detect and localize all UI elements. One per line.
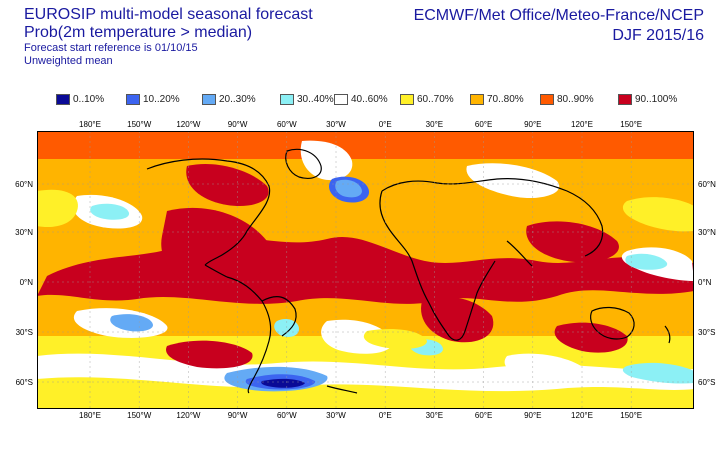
lon-label-bottom: 120°E <box>571 411 593 420</box>
lon-label-top: 90°W <box>228 120 248 129</box>
lon-label-top: 150°E <box>620 120 642 129</box>
legend-label: 20..30% <box>219 94 256 105</box>
lat-label-left: 60°N <box>15 180 33 189</box>
lon-label-top: 150°W <box>127 120 152 129</box>
legend-swatch <box>56 94 70 105</box>
lon-label-top: 30°E <box>426 120 443 129</box>
lon-label-top: 120°E <box>571 120 593 129</box>
lon-label-bottom: 150°W <box>127 411 152 420</box>
legend-swatch <box>126 94 140 105</box>
legend-swatch <box>400 94 414 105</box>
probability-field <box>37 131 694 409</box>
lat-label-left: 30°S <box>16 328 33 337</box>
probability-map <box>37 131 694 409</box>
lat-label-right: 30°S <box>698 328 715 337</box>
legend-label: 40..60% <box>351 94 388 105</box>
forecast-title: EUROSIP multi-model seasonal forecast <box>24 6 313 23</box>
legend-label: 0..10% <box>73 94 105 105</box>
legend-swatch <box>618 94 632 105</box>
lat-label-right: 60°N <box>698 180 716 189</box>
lon-label-bottom: 180°E <box>79 411 101 420</box>
lat-label-left: 30°N <box>15 228 33 237</box>
legend-label: 80..90% <box>557 94 594 105</box>
lon-label-top: 30°W <box>326 120 346 129</box>
graticule <box>37 131 694 409</box>
lon-label-bottom: 0°E <box>379 411 392 420</box>
legend-label: 60..70% <box>417 94 454 105</box>
forecast-averaging: Unweighted mean <box>24 55 113 67</box>
lon-label-top: 120°W <box>176 120 201 129</box>
legend-swatch <box>202 94 216 105</box>
lon-label-bottom: 120°W <box>176 411 201 420</box>
lon-label-bottom: 90°E <box>524 411 541 420</box>
lon-label-top: 60°W <box>277 120 297 129</box>
lon-label-top: 60°E <box>475 120 492 129</box>
forecast-variable: Prob(2m temperature > median) <box>24 24 253 41</box>
forecast-start-reference: Forecast start reference is 01/10/15 <box>24 42 198 54</box>
lat-label-right: 30°N <box>698 228 716 237</box>
lon-label-top: 0°E <box>379 120 392 129</box>
lat-label-left: 0°N <box>20 278 34 287</box>
lon-label-bottom: 60°E <box>475 411 492 420</box>
lon-label-top: 180°E <box>79 120 101 129</box>
legend-swatch <box>334 94 348 105</box>
lat-label-left: 60°S <box>16 378 33 387</box>
legend-label: 70..80% <box>487 94 524 105</box>
lon-label-bottom: 30°E <box>426 411 443 420</box>
lat-label-right: 60°S <box>698 378 715 387</box>
lon-label-bottom: 30°W <box>326 411 346 420</box>
lon-label-bottom: 60°W <box>277 411 297 420</box>
lon-label-bottom: 150°E <box>620 411 642 420</box>
legend-label: 10..20% <box>143 94 180 105</box>
lon-label-bottom: 90°W <box>228 411 248 420</box>
map-svg <box>37 131 694 409</box>
title-block-right: ECMWF/Met Office/Meteo-France/NCEP DJF 2… <box>414 6 704 46</box>
map-frame <box>37 131 694 409</box>
lat-label-right: 0°N <box>698 278 712 287</box>
legend-label: 30..40% <box>297 94 334 105</box>
providers-label: ECMWF/Met Office/Meteo-France/NCEP <box>413 7 704 24</box>
lon-label-top: 90°E <box>524 120 541 129</box>
legend-swatch <box>540 94 554 105</box>
legend-swatch <box>280 94 294 105</box>
coastlines <box>146 148 671 394</box>
season-label: DJF 2015/16 <box>612 27 704 44</box>
legend-swatch <box>470 94 484 105</box>
title-block-left: EUROSIP multi-model seasonal forecast Pr… <box>24 6 313 68</box>
legend-label: 90..100% <box>635 94 678 105</box>
